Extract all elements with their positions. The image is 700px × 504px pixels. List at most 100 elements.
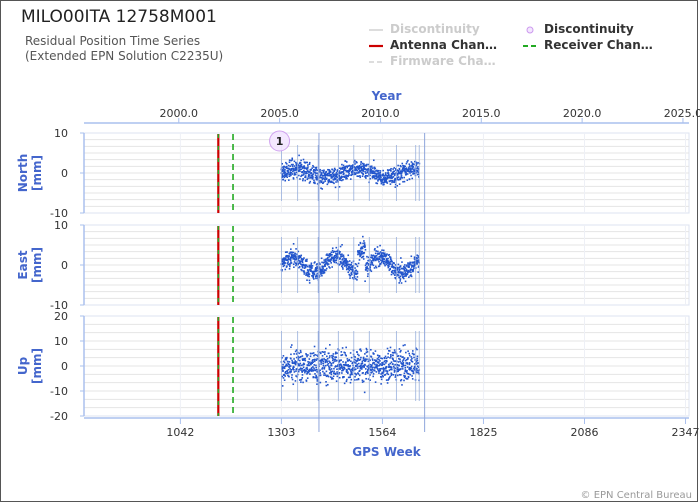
data-point <box>380 252 383 254</box>
data-point <box>404 364 407 367</box>
data-point <box>358 167 361 170</box>
data-point <box>328 368 331 371</box>
data-point <box>305 367 307 370</box>
data-point <box>383 177 385 179</box>
data-point <box>324 359 327 361</box>
data-point <box>348 260 351 262</box>
data-point <box>341 253 343 256</box>
data-point <box>291 374 293 376</box>
data-point <box>376 174 378 177</box>
data-point <box>388 265 390 268</box>
data-point <box>285 266 288 268</box>
data-point <box>282 262 284 265</box>
data-point <box>347 171 350 174</box>
data-point <box>385 263 388 266</box>
data-point <box>399 171 401 174</box>
data-point <box>309 361 311 364</box>
data-point <box>325 269 327 272</box>
data-point <box>347 263 349 266</box>
data-point <box>297 359 299 361</box>
data-point <box>321 176 323 179</box>
data-point <box>334 186 337 189</box>
data-point <box>313 360 316 363</box>
data-point <box>299 170 301 172</box>
data-point <box>315 374 317 377</box>
data-point <box>371 359 374 361</box>
data-point <box>335 259 338 262</box>
data-point <box>411 163 414 166</box>
data-point <box>377 176 380 178</box>
data-point <box>306 258 308 261</box>
data-point <box>332 353 335 355</box>
data-point <box>392 272 395 275</box>
data-point <box>362 168 364 170</box>
data-point <box>329 171 332 173</box>
data-point <box>393 371 396 373</box>
data-point <box>353 361 356 364</box>
data-point <box>360 364 362 367</box>
data-point <box>294 167 297 169</box>
data-point <box>414 168 417 170</box>
data-point <box>334 351 337 354</box>
data-point <box>380 378 383 381</box>
data-point <box>315 178 318 181</box>
data-point <box>301 261 304 264</box>
data-point <box>417 371 420 374</box>
data-point <box>360 166 363 169</box>
data-point <box>373 166 376 169</box>
data-point <box>372 176 375 179</box>
data-point <box>340 366 342 369</box>
data-point <box>412 370 415 372</box>
discontinuity-marker <box>269 130 291 152</box>
data-point <box>356 359 359 362</box>
data-point <box>377 180 379 182</box>
data-point <box>286 356 288 359</box>
data-point <box>347 271 350 274</box>
data-point <box>322 182 324 185</box>
data-point <box>320 363 322 365</box>
data-point <box>286 176 289 178</box>
data-point <box>391 181 393 184</box>
data-point <box>328 372 331 374</box>
data-point <box>326 262 329 264</box>
data-point <box>390 372 393 375</box>
data-point <box>281 173 284 175</box>
data-point <box>414 368 416 370</box>
data-point <box>396 172 398 175</box>
data-point <box>384 177 387 179</box>
data-point <box>281 385 284 387</box>
data-point <box>286 174 288 176</box>
data-point <box>374 252 377 255</box>
data-point <box>287 167 289 170</box>
data-point <box>290 174 292 177</box>
data-point <box>352 269 355 272</box>
data-point <box>393 349 396 351</box>
data-point <box>301 370 303 373</box>
data-point <box>304 265 306 267</box>
data-point <box>369 366 372 368</box>
data-point <box>356 378 358 381</box>
legend-dot-icon <box>526 26 534 34</box>
chart-title: MILO00ITA 12758M001 <box>21 7 217 27</box>
data-point <box>289 173 292 175</box>
data-point <box>301 358 304 360</box>
data-point <box>416 162 418 164</box>
data-point <box>390 373 393 376</box>
data-point <box>376 365 379 367</box>
data-point <box>411 177 414 180</box>
data-point <box>340 364 342 366</box>
data-point <box>406 362 409 364</box>
data-point <box>332 355 334 357</box>
data-point <box>345 266 348 268</box>
data-point <box>405 351 407 354</box>
data-point <box>335 171 338 174</box>
data-point <box>287 257 290 259</box>
data-point <box>306 370 308 373</box>
data-point <box>333 174 335 177</box>
data-point <box>367 262 370 265</box>
data-point <box>407 376 410 379</box>
data-point <box>295 164 298 167</box>
data-point <box>336 365 339 368</box>
data-point <box>371 358 374 360</box>
data-point <box>411 264 414 267</box>
